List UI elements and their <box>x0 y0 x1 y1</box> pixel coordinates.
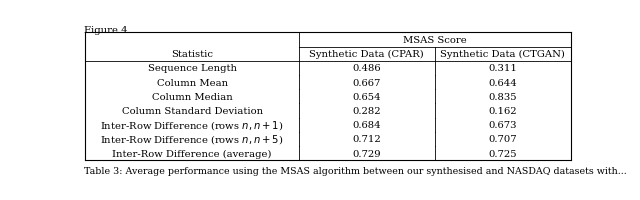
Text: 0.654: 0.654 <box>353 92 381 101</box>
Text: 0.162: 0.162 <box>488 106 517 115</box>
Text: Inter-Row Difference (rows $n, n+1$): Inter-Row Difference (rows $n, n+1$) <box>100 119 284 131</box>
Text: Column Median: Column Median <box>152 92 232 101</box>
Text: 0.725: 0.725 <box>488 149 517 158</box>
Text: 0.486: 0.486 <box>353 64 381 73</box>
Text: 0.667: 0.667 <box>353 78 381 87</box>
Text: 0.729: 0.729 <box>353 149 381 158</box>
Text: Table 3: Average performance using the MSAS algorithm between our synthesised an: Table 3: Average performance using the M… <box>84 166 627 175</box>
Text: MSAS Score: MSAS Score <box>403 36 467 45</box>
Text: 0.311: 0.311 <box>488 64 517 73</box>
Text: Column Standard Deviation: Column Standard Deviation <box>122 106 263 115</box>
Text: 0.282: 0.282 <box>353 106 381 115</box>
Text: Synthetic Data (CTGAN): Synthetic Data (CTGAN) <box>440 50 565 59</box>
Text: 0.684: 0.684 <box>353 121 381 130</box>
Text: Statistic: Statistic <box>171 50 213 59</box>
Text: 0.712: 0.712 <box>353 135 381 144</box>
Text: 0.673: 0.673 <box>488 121 517 130</box>
Text: 0.707: 0.707 <box>488 135 517 144</box>
Text: Inter-Row Difference (average): Inter-Row Difference (average) <box>113 149 272 158</box>
Text: Figure 4: Figure 4 <box>84 26 127 34</box>
Text: Synthetic Data (CPAR): Synthetic Data (CPAR) <box>309 50 424 59</box>
Text: Sequence Length: Sequence Length <box>148 64 237 73</box>
Text: Column Mean: Column Mean <box>157 78 228 87</box>
Text: 0.644: 0.644 <box>488 78 517 87</box>
Text: Inter-Row Difference (rows $n, n+5$): Inter-Row Difference (rows $n, n+5$) <box>100 133 284 146</box>
Text: 0.835: 0.835 <box>488 92 517 101</box>
